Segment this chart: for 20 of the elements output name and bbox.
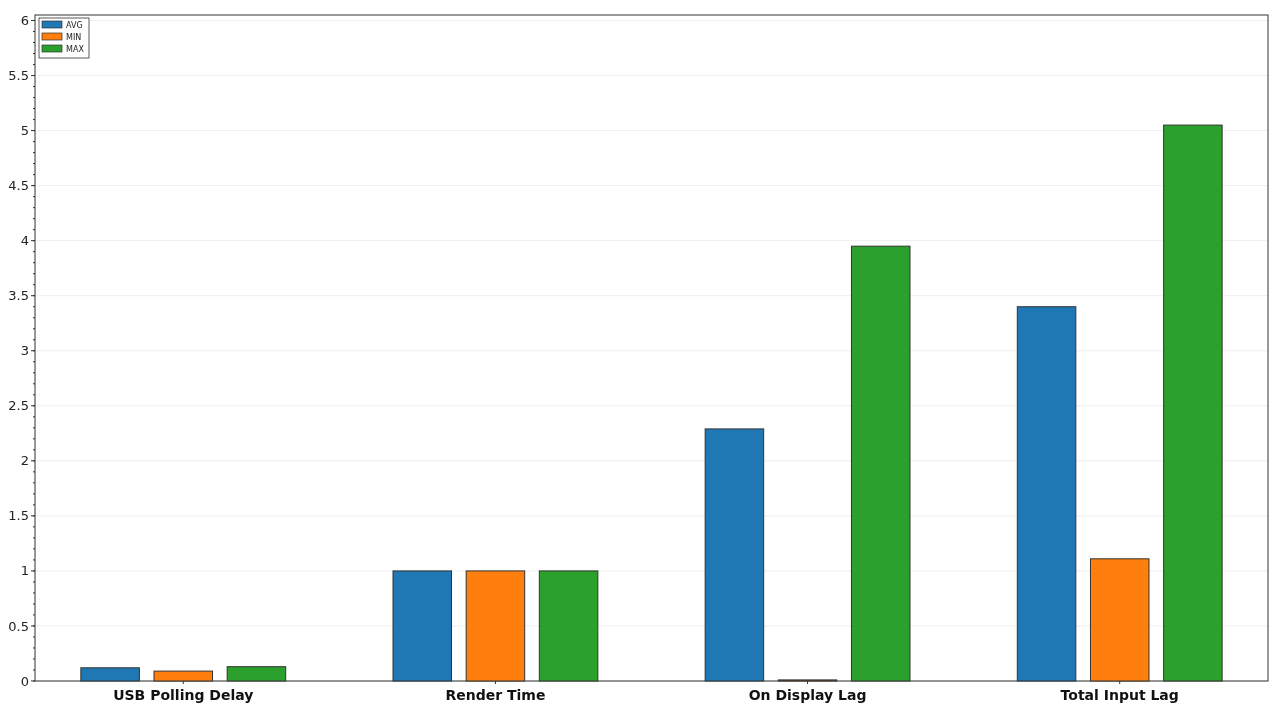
x-tick-label: Render Time <box>445 687 546 703</box>
y-tick-label: 6 <box>20 13 29 29</box>
y-tick-label: 5.5 <box>8 68 29 84</box>
x-tick-label: USB Polling Delay <box>113 687 254 703</box>
y-tick-label: 2 <box>20 453 29 469</box>
y-tick-label: 1.5 <box>8 508 29 524</box>
legend-label: AVG <box>66 20 83 30</box>
y-tick-label: 2.5 <box>8 398 29 414</box>
y-tick-label: 5 <box>20 123 29 139</box>
y-tick-label: 4 <box>20 233 29 249</box>
legend-label: MAX <box>66 44 85 54</box>
y-tick-label: 0.5 <box>8 618 29 634</box>
y-tick-label: 0 <box>20 673 29 689</box>
y-tick-label: 4.5 <box>8 178 29 194</box>
y-tick-label: 1 <box>20 563 29 579</box>
y-tick-label: 3.5 <box>8 288 29 304</box>
y-tick-label: 3 <box>20 343 29 359</box>
x-tick-label: On Display Lag <box>748 687 867 703</box>
x-tick-label: Total Input Lag <box>1060 687 1179 703</box>
legend-label: MIN <box>66 32 82 42</box>
